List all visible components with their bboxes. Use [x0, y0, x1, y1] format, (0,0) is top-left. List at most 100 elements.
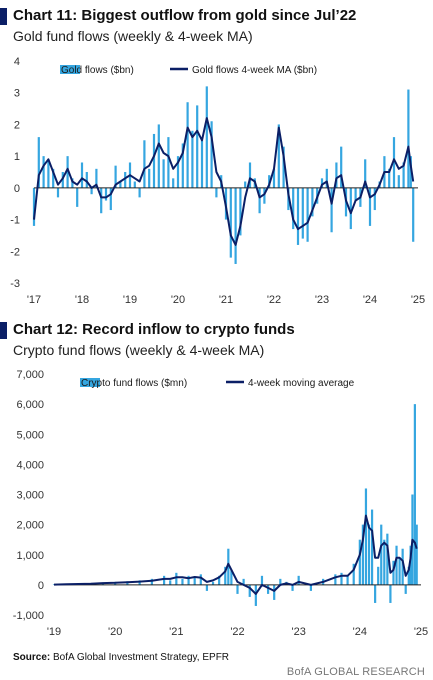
chart-11-flow-bar [114, 165, 117, 188]
chart-11-flow-bar [90, 187, 93, 195]
chart-12-flow-bar [346, 575, 349, 585]
chart-11-flow-bar [181, 143, 184, 188]
chart-11-legend-bar-label: Gold flows ($bn) [61, 65, 134, 76]
chart-11-flow-bar [152, 133, 156, 188]
chart-11-x-tick-label: '20 [171, 294, 185, 306]
chart-12-flow-bar [279, 578, 282, 585]
chart-11-flow-bar [349, 187, 352, 230]
chart-11-x-tick-label: '19 [123, 294, 137, 306]
chart-11-legend-bar-swatch [60, 65, 80, 74]
chart-12-flow-bar [150, 578, 153, 585]
chart-11-subtitle: Gold fund flows (weekly & 4-week MA) [13, 28, 253, 44]
chart-11-flow-bar [306, 187, 309, 242]
chart-12-flow-bar [248, 584, 251, 597]
source-label: Source: [13, 652, 51, 663]
chart-11-flow-bar [272, 168, 276, 188]
chart-11-flow-bar [47, 159, 50, 188]
chart-11-flow-bar [277, 124, 280, 188]
chart-12-flow-bar [227, 548, 230, 585]
chart-12-flow-bar [230, 569, 233, 585]
chart-12-flow-bar [364, 488, 368, 585]
chart-12-plot: 7,000 6,000 5,000 4,000 3,000 2,000 1,000 0 -1,0… [13, 369, 428, 638]
chart-11-flow-bar [263, 187, 266, 204]
chart-11-flow-bar [32, 187, 36, 226]
chart-11-title: Chart 11: Biggest outflow from gold sinc… [13, 7, 357, 24]
chart-12-x-tick-label: '24 [353, 626, 367, 638]
chart-12-flow-bar [413, 404, 416, 585]
chart-11-flow-bar [80, 162, 84, 188]
chart-12-flow-bar [297, 575, 300, 585]
chart-11-flow-bar [172, 178, 175, 188]
chart-12-flow-bar [291, 584, 294, 591]
chart-12-flow-bar [352, 563, 355, 585]
chart-12-flow-bar [340, 572, 343, 585]
chart-12-flow-bar [138, 580, 141, 585]
chart-11-flow-bar [52, 168, 55, 188]
chart-12-flow-bar [358, 539, 361, 585]
chart-11-flow-bar [320, 178, 324, 188]
chart-11-flow-bar [85, 172, 88, 188]
chart-12-flow-bar [187, 575, 190, 585]
chart-11-flow-bar [330, 187, 333, 233]
chart-11-flow-bar [258, 187, 261, 214]
chart-11-flow-bar [162, 159, 165, 188]
chart-11-flow-bar [282, 146, 285, 188]
chart-11-flow-bar [186, 102, 189, 188]
chart-11-panel: Chart 11: Biggest outflow from gold sinc… [0, 0, 433, 316]
chart-12-ma-line [53, 514, 418, 595]
chart-11-flow-bar [200, 140, 204, 188]
source-note: Source: BofA Global Investment Strategy,… [13, 652, 229, 663]
chart-11-y-tick-label: 3 [14, 88, 20, 100]
chart-11-flow-bar [248, 162, 252, 188]
chart-11-flow-bar [56, 187, 60, 198]
chart-11-title-marker [0, 8, 7, 25]
chart-11-flow-bar [388, 168, 391, 188]
chart-11-flow-bar [109, 187, 112, 211]
chart-12-flow-bar [273, 584, 276, 600]
chart-11-plot: 4 3 2 1 0 -1 -2 -3 '17 '18 '19 '20 '21 '22 '23 '24 '25 Go… [10, 56, 425, 306]
chart-12-flow-bar [175, 572, 178, 585]
chart-12-flow-bar [236, 584, 239, 594]
chart-12-panel: Chart 12: Record inflow to crypto funds … [0, 316, 433, 646]
chart-12-flow-bar [361, 524, 364, 585]
chart-12-y-tick-label: 7,000 [16, 369, 44, 381]
chart-12-x-tick-label: '21 [169, 626, 183, 638]
chart-11-flow-bar [42, 156, 45, 188]
chart-12-flow-bar [398, 557, 401, 585]
source-text: BofA Global Investment Strategy, EPFR [53, 652, 230, 663]
chart-11-flow-bar [95, 168, 98, 188]
chart-12-flow-bar [163, 575, 166, 585]
chart-12-flow-bar [415, 524, 418, 585]
chart-12-y-tick-label: 0 [38, 580, 44, 592]
chart-12-flow-bar [242, 578, 245, 585]
chart-11-flow-bar [119, 181, 122, 188]
chart-12-flow-bar [367, 524, 371, 585]
chart-12-flow-bar [380, 524, 383, 585]
chart-12-legend-bar-swatch [80, 378, 100, 387]
chart-12-flow-bar [224, 566, 227, 585]
chart-11-y-tick-label: -2 [10, 246, 20, 258]
chart-11-y-tick-label: 4 [14, 56, 20, 68]
chart-12-flow-bar [254, 584, 257, 606]
chart-12-x-tick-label: '23 [291, 626, 305, 638]
chart-11-flow-bar [373, 187, 376, 211]
chart-11-flow-bar [229, 187, 232, 258]
chart-11-flow-bar [124, 172, 127, 188]
chart-12-y-tick-label: 6,000 [16, 399, 44, 411]
chart-12-flow-bar [404, 584, 407, 594]
chart-11-flow-bar [234, 187, 237, 264]
chart-11-flow-bar [37, 137, 40, 188]
chart-12-flow-bar [205, 584, 209, 591]
chart-12-flow-bar [392, 560, 395, 585]
chart-11-x-tick-label: '25 [411, 294, 425, 306]
chart-12-x-tick-label: '19 [47, 626, 61, 638]
chart-11-x-tick-label: '24 [363, 294, 377, 306]
chart-12-x-tick-label: '20 [108, 626, 122, 638]
chart-12-flow-bar [218, 575, 221, 585]
chart-11-flow-bar [176, 156, 180, 188]
chart-12-y-tick-label: 2,000 [16, 520, 44, 532]
chart-11-flow-bar [397, 175, 400, 188]
chart-11-flow-bar [239, 187, 242, 236]
chart-11-flow-bar [133, 181, 136, 188]
chart-11-y-tick-label: 2 [14, 119, 20, 131]
